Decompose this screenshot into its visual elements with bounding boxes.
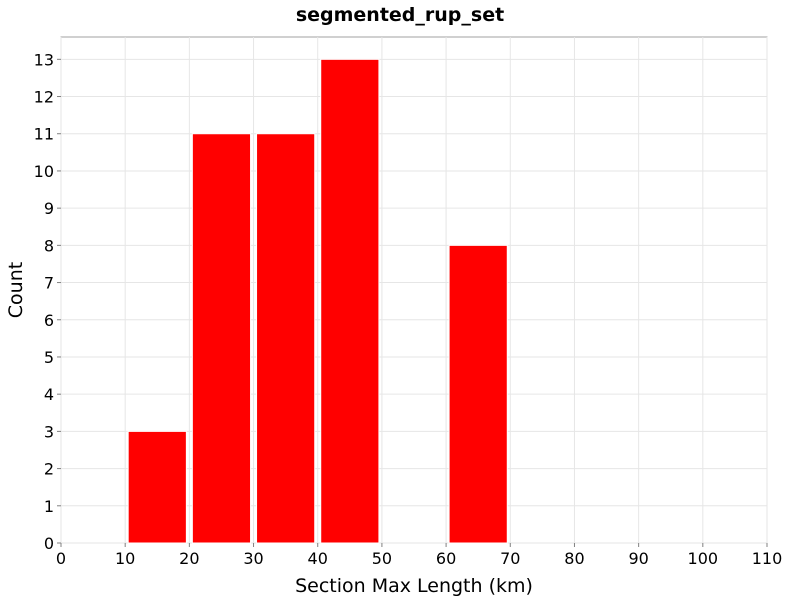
x-tick-label: 90: [628, 549, 648, 568]
y-tick-label: 2: [44, 460, 54, 479]
y-axis-label: Count: [5, 262, 27, 318]
x-tick-label: 80: [564, 549, 584, 568]
y-tick-label: 5: [44, 348, 54, 367]
histogram-bar: [256, 133, 316, 544]
chart-title: segmented_rup_set: [296, 4, 504, 26]
y-tick-label: 1: [44, 497, 54, 516]
bars: [127, 58, 508, 544]
y-tick-label: 10: [34, 162, 54, 181]
x-tick-label: 0: [56, 549, 66, 568]
x-axis: 0 10 20 30 40 50 60 70 80 90 100 110: [56, 543, 782, 568]
x-tick-label: 40: [308, 549, 328, 568]
histogram-bar: [191, 133, 252, 544]
x-tick-label: 110: [752, 549, 783, 568]
x-tick-label: 70: [500, 549, 520, 568]
y-tick-label: 12: [34, 88, 54, 107]
y-tick-label: 0: [44, 534, 54, 553]
histogram-bar: [448, 244, 508, 544]
y-tick-label: 13: [34, 50, 54, 69]
x-axis-label: Section Max Length (km): [295, 575, 533, 597]
x-tick-label: 50: [372, 549, 392, 568]
y-tick-label: 6: [44, 311, 54, 330]
x-tick-label: 30: [243, 549, 263, 568]
x-tick-label: 100: [688, 549, 719, 568]
histogram-bar: [127, 430, 187, 544]
y-tick-label: 3: [44, 422, 54, 441]
y-tick-label: 7: [44, 274, 54, 293]
x-tick-label: 20: [179, 549, 199, 568]
y-tick-label: 8: [44, 236, 54, 255]
x-tick-label: 60: [436, 549, 456, 568]
y-tick-label: 11: [34, 125, 54, 144]
y-tick-label: 4: [44, 385, 54, 404]
y-tick-label: 9: [44, 199, 54, 218]
x-tick-label: 10: [115, 549, 135, 568]
histogram-bar: [320, 58, 380, 544]
